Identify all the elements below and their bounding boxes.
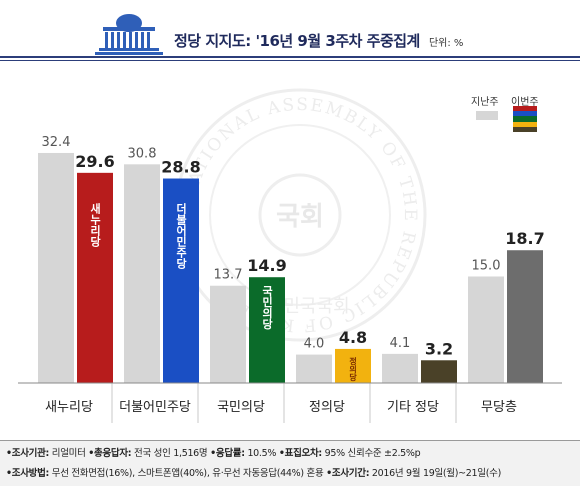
- legend-curr-swatch: [513, 106, 537, 132]
- method-label: •조사방법:: [6, 468, 50, 479]
- survey-footer: •조사기관: 리얼미터 •총응답자: 전국 성인 1,516명 •응답률: 10…: [0, 440, 580, 486]
- bar-logo-2: 더불어민주당: [175, 202, 188, 270]
- footer-row-1: •조사기관: 리얼미터 •총응답자: 전국 성인 1,516명 •응답률: 10…: [6, 445, 421, 459]
- category-label-3: 국민의당: [217, 400, 265, 415]
- chart-title-wrap: 정당 지지도: '16년 9월 3주차 주중집계 단위: %: [174, 30, 463, 51]
- bar-logo-4: 정의당: [348, 356, 357, 382]
- header-rule: [0, 56, 580, 58]
- bar-prev-6: [468, 276, 504, 383]
- category-label-4: 정의당: [309, 400, 345, 415]
- legend-curr-label: 이번주: [511, 97, 539, 108]
- bar-curr-6: [507, 250, 543, 383]
- value-label-curr-4: 4.8: [339, 328, 367, 347]
- bar-prev-5: [382, 353, 418, 383]
- header: 정당 지지도: '16년 9월 3주차 주중집계 단위: %: [0, 0, 580, 75]
- seal-center-text: 국회: [276, 202, 324, 232]
- bar-logo-3: 국민의당: [261, 285, 274, 330]
- response-rate-value: 10.5%: [247, 448, 277, 459]
- value-label-prev-2: 30.8: [128, 146, 157, 161]
- legend-prev-label: 지난주: [471, 97, 499, 108]
- value-label-prev-5: 4.1: [390, 336, 411, 351]
- respondents-label: •총응답자:: [88, 448, 132, 459]
- category-label-6: 무당층: [481, 400, 517, 415]
- party-support-bar-chart: 32.429.6새누리당새누리당30.828.8더불어민주당더불어민주당13.7…: [18, 135, 562, 423]
- sampling-error-value: 95% 신뢰수준 ±2.5%p: [324, 448, 421, 459]
- bar-curr-4: [335, 348, 371, 383]
- chart-title: 정당 지지도: '16년 9월 3주차 주중집계: [174, 32, 420, 50]
- unit-label: 단위: %: [428, 38, 464, 49]
- value-label-prev-1: 32.4: [42, 135, 71, 150]
- bar-curr-1: [77, 172, 113, 383]
- value-label-prev-6: 15.0: [472, 259, 501, 274]
- category-label-2: 더불어민주당: [119, 400, 191, 415]
- period-value: 2016년 9월 19일(월)~21일(수): [371, 468, 501, 479]
- agency-value: 리얼미터: [51, 448, 86, 459]
- response-rate-label: •응답률:: [210, 448, 245, 459]
- value-label-curr-2: 28.8: [161, 158, 200, 177]
- national-assembly-icon: [95, 14, 163, 55]
- value-label-curr-3: 14.9: [247, 256, 286, 275]
- value-label-prev-3: 13.7: [214, 268, 243, 283]
- respondents-value: 전국 성인 1,516명: [134, 448, 208, 459]
- bar-logo-1: 새누리당: [89, 202, 102, 248]
- bar-curr-5: [421, 360, 457, 383]
- bar-curr-2: [163, 178, 199, 383]
- category-label-1: 새누리당: [45, 400, 93, 415]
- header-rule-thin: [0, 60, 580, 61]
- period-label: •조사기간:: [326, 468, 370, 479]
- value-label-prev-4: 4.0: [304, 337, 325, 352]
- bar-prev-4: [296, 354, 332, 383]
- legend-prev-swatch: [476, 111, 498, 120]
- agency-label: •조사기관:: [6, 448, 50, 459]
- bar-prev-2: [124, 164, 160, 383]
- category-label-5: 기타 정당: [387, 400, 439, 415]
- value-label-curr-6: 18.7: [505, 229, 544, 248]
- footer-row-2: •조사방법: 무선 전화면접(16%), 스마트폰앱(40%), 유·무선 자동…: [6, 465, 501, 479]
- value-label-curr-1: 29.6: [75, 152, 114, 171]
- bar-prev-1: [38, 152, 74, 383]
- bar-curr-3: [249, 277, 285, 383]
- sampling-error-label: •표집오차:: [278, 448, 322, 459]
- method-value: 무선 전화면접(16%), 스마트폰앱(40%), 유·무선 자동응답(44%)…: [51, 468, 324, 479]
- value-label-curr-5: 3.2: [425, 339, 453, 358]
- bar-prev-3: [210, 285, 246, 383]
